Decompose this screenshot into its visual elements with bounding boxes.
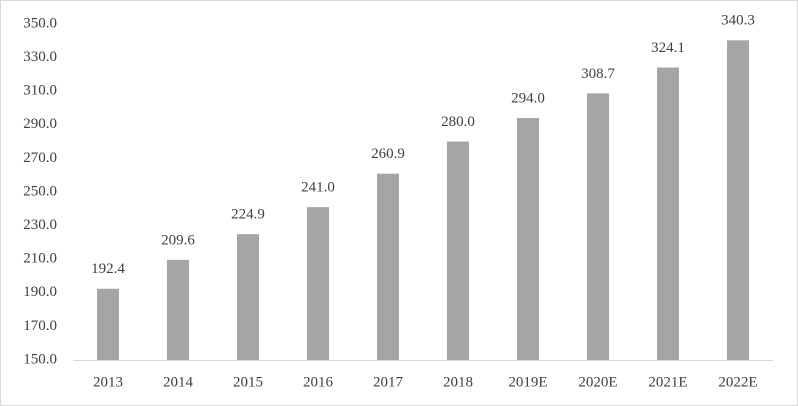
x-tick-label: 2020E: [578, 374, 617, 390]
bar: [657, 67, 679, 361]
y-tick-label: 330.0: [23, 49, 57, 65]
x-tick-label: 2021E: [648, 374, 687, 390]
x-tick-label: 2013: [93, 374, 123, 390]
y-tick-label: 290.0: [23, 116, 57, 132]
value-label: 280.0: [441, 114, 475, 130]
y-tick-label: 250.0: [23, 183, 57, 199]
value-label: 294.0: [511, 91, 545, 107]
y-tick-label: 230.0: [23, 217, 57, 233]
bar: [447, 141, 469, 360]
y-tick-label: 150.0: [23, 351, 57, 367]
y-tick-label: 170.0: [23, 318, 57, 334]
bar: [237, 234, 259, 360]
value-label: 308.7: [581, 66, 615, 82]
bar: [587, 93, 609, 360]
bar: [167, 259, 189, 360]
bar: [97, 288, 119, 360]
y-tick-label: 210.0: [23, 251, 57, 267]
bar: [307, 207, 329, 360]
y-tick-label: 190.0: [23, 284, 57, 300]
y-tick-label: 270.0: [23, 150, 57, 166]
x-tick-label: 2018: [443, 374, 473, 390]
value-label: 324.1: [651, 40, 685, 56]
x-tick-label: 2014: [163, 374, 194, 390]
value-label: 224.9: [231, 207, 265, 223]
bar: [517, 118, 539, 360]
x-tick-label: 2017: [373, 374, 404, 390]
y-tick-label: 350.0: [23, 15, 57, 31]
value-label: 340.3: [721, 13, 755, 29]
bar: [727, 40, 749, 361]
y-tick-label: 310.0: [23, 83, 57, 99]
value-label: 192.4: [91, 261, 125, 277]
value-label: 241.0: [301, 180, 335, 196]
x-tick-label: 2022E: [718, 374, 757, 390]
x-tick-label: 2019E: [508, 374, 547, 390]
bar: [377, 173, 399, 360]
value-label: 260.9: [371, 146, 405, 162]
value-label: 209.6: [161, 232, 195, 248]
x-tick-label: 2015: [233, 374, 263, 390]
x-tick-label: 2016: [303, 374, 334, 390]
